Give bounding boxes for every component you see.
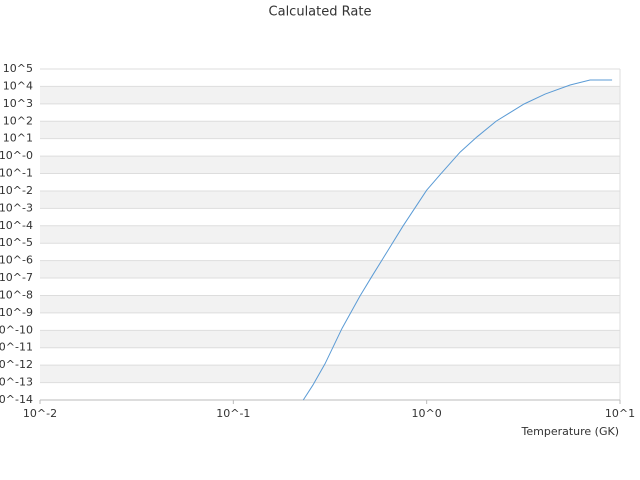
y-tick-label: 10^3 — [3, 97, 33, 110]
y-tick-label: 10^1 — [3, 132, 33, 145]
plot-background — [40, 68, 621, 401]
x-tick-label: 10^0 — [412, 407, 442, 420]
y-tick-label: 10^-13 — [0, 376, 33, 389]
y-tick-label: 10^-6 — [0, 254, 33, 267]
y-tick-label: 10^-14 — [0, 393, 33, 406]
x-tick-label: 10^1 — [605, 407, 635, 420]
grid-band — [40, 121, 620, 139]
grid-band — [40, 86, 620, 104]
y-tick-label: 10^-5 — [0, 236, 33, 249]
y-tick-label: 10^-10 — [0, 323, 33, 336]
grid-band — [40, 156, 620, 174]
y-tick-label: 10^-11 — [0, 341, 33, 354]
y-tick-label: 10^-7 — [0, 271, 33, 284]
x-tick-label: 10^-1 — [216, 407, 250, 420]
x-tick-label: 10^-2 — [23, 407, 57, 420]
grid-band — [40, 225, 620, 244]
y-tick-label: 10^4 — [3, 79, 33, 92]
grid-band — [40, 260, 620, 279]
y-tick-label: 10^2 — [3, 114, 33, 127]
y-tick-label: 10^-8 — [0, 288, 33, 301]
y-tick-label: 10^5 — [3, 62, 33, 75]
grid-band — [40, 365, 620, 383]
grid-band — [40, 330, 620, 348]
chart-title: Calculated Rate — [269, 5, 372, 20]
grid-band — [40, 295, 620, 313]
y-tick-label: 10^-1 — [0, 167, 33, 180]
y-tick-label: 10^-9 — [0, 306, 33, 319]
data-line — [302, 79, 613, 401]
y-tick-label: 10^-3 — [0, 201, 33, 214]
y-tick-label: 10^-4 — [0, 219, 33, 232]
y-tick-label: 10^-0 — [0, 149, 33, 162]
y-tick-label: 10^-12 — [0, 358, 33, 371]
grid-band — [40, 190, 620, 209]
x-axis-label: Temperature (GK) — [521, 425, 620, 438]
y-tick-label: 10^-2 — [0, 184, 33, 197]
